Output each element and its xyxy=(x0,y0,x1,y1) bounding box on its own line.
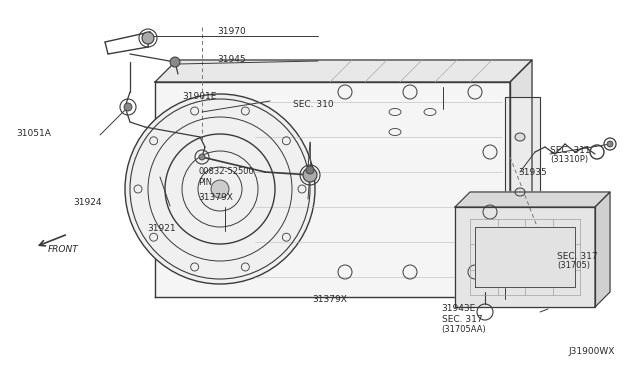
Circle shape xyxy=(211,180,229,198)
Circle shape xyxy=(306,166,314,174)
Polygon shape xyxy=(455,192,610,207)
Ellipse shape xyxy=(515,233,525,241)
Circle shape xyxy=(142,32,154,44)
Text: 00832-52500: 00832-52500 xyxy=(198,167,254,176)
Text: 31935: 31935 xyxy=(518,169,547,177)
Text: 31051A: 31051A xyxy=(16,129,51,138)
Text: SEC. 317: SEC. 317 xyxy=(442,315,482,324)
Text: SEC. 311: SEC. 311 xyxy=(550,146,591,155)
Circle shape xyxy=(125,94,315,284)
Circle shape xyxy=(124,103,132,111)
Polygon shape xyxy=(475,227,575,287)
Text: SEC. 317: SEC. 317 xyxy=(557,252,597,261)
Ellipse shape xyxy=(515,133,525,141)
Text: 31921: 31921 xyxy=(147,224,176,233)
Text: 31924: 31924 xyxy=(74,198,102,207)
Text: (31705AA): (31705AA) xyxy=(442,325,486,334)
Circle shape xyxy=(199,154,205,160)
Polygon shape xyxy=(455,207,595,307)
Ellipse shape xyxy=(515,188,525,196)
Text: 31943E: 31943E xyxy=(442,304,476,313)
Polygon shape xyxy=(510,60,532,297)
Circle shape xyxy=(303,168,317,182)
Text: (31310P): (31310P) xyxy=(550,155,589,164)
Text: 31901E: 31901E xyxy=(182,92,217,101)
Text: FRONT: FRONT xyxy=(48,245,79,254)
Polygon shape xyxy=(595,192,610,307)
Text: 31379X: 31379X xyxy=(198,193,233,202)
Circle shape xyxy=(607,141,613,147)
Polygon shape xyxy=(505,97,540,282)
Text: PIN: PIN xyxy=(198,178,212,187)
Text: SEC. 310: SEC. 310 xyxy=(293,100,334,109)
Polygon shape xyxy=(155,60,532,82)
Text: 31379X: 31379X xyxy=(312,295,347,304)
Text: J31900WX: J31900WX xyxy=(568,347,614,356)
Text: 31945: 31945 xyxy=(218,55,246,64)
Circle shape xyxy=(170,57,180,67)
Text: (31705): (31705) xyxy=(557,262,590,270)
Polygon shape xyxy=(155,82,510,297)
Text: 31970: 31970 xyxy=(218,27,246,36)
